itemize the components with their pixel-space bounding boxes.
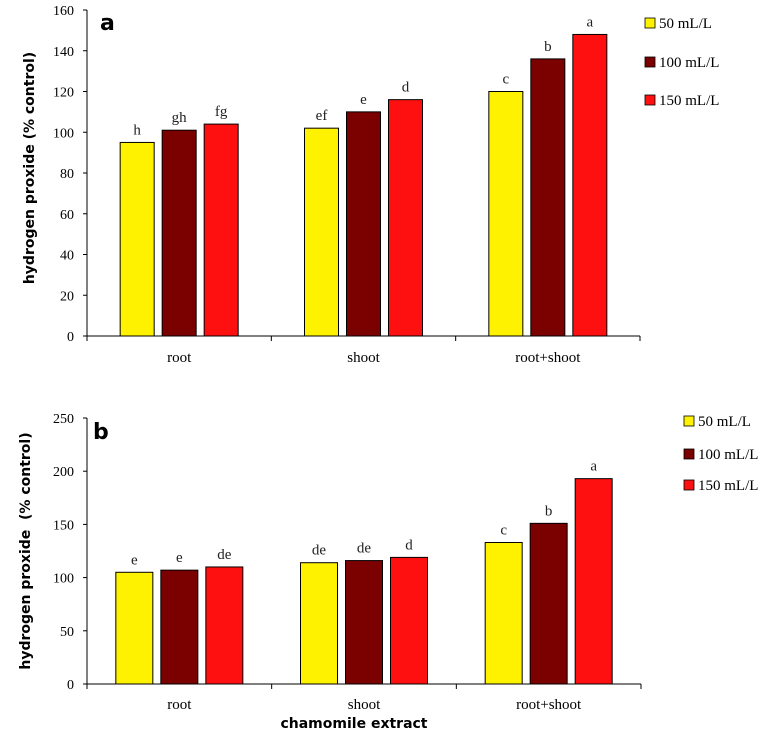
bar <box>346 111 381 337</box>
y-tick-label: 100 <box>53 572 74 587</box>
legend-swatch <box>683 479 695 491</box>
category-label: root <box>167 697 192 713</box>
y-axis-label: hydrogen proxide (% control) <box>18 432 34 669</box>
significance-letter: d <box>405 537 413 553</box>
legend-swatch <box>644 56 656 68</box>
bar <box>530 58 566 337</box>
bar <box>119 141 155 337</box>
y-tick-label: 20 <box>60 289 74 304</box>
x-axis-label: chamomile extract <box>280 716 427 732</box>
panel-b: b 0 50 100 150 200 250 root e e de shoot de de d root+… <box>18 412 758 732</box>
significance-letter: b <box>544 39 552 55</box>
bar <box>488 91 524 337</box>
bar <box>304 127 339 337</box>
y-tick-label: 200 <box>53 465 74 480</box>
y-axis-label: hydrogen proxide (% control) <box>22 52 38 284</box>
bar <box>205 566 244 685</box>
significance-letter: c <box>502 72 509 88</box>
significance-letter: a <box>590 459 597 475</box>
bar <box>574 478 613 685</box>
bar <box>484 541 523 685</box>
y-tick-label: 80 <box>60 167 74 182</box>
legend-swatch <box>644 94 656 106</box>
bar <box>390 556 428 685</box>
significance-letter: e <box>360 92 367 108</box>
legend-label: 100 mL/L <box>659 55 719 71</box>
y-tick-label: 0 <box>67 330 74 345</box>
y-tick-label: 120 <box>53 86 74 101</box>
significance-letter: b <box>545 503 553 519</box>
category-label: root+shoot <box>515 350 581 366</box>
legend-swatch <box>683 448 695 460</box>
category-label: root <box>167 350 192 366</box>
significance-letter: e <box>131 552 138 568</box>
y-tick-label: 0 <box>67 678 74 693</box>
y-tick-label: 40 <box>60 249 74 264</box>
legend-label: 50 mL/L <box>698 414 751 430</box>
bar <box>529 522 568 685</box>
legend-swatch <box>644 17 656 29</box>
significance-letter: e <box>176 550 183 566</box>
y-tick-label: 250 <box>53 412 74 427</box>
significance-letter: ef <box>316 108 328 124</box>
significance-letter: h <box>133 122 141 138</box>
significance-letter: de <box>357 541 372 557</box>
y-tick-label: 150 <box>53 518 74 533</box>
legend-label: 150 mL/L <box>659 93 719 109</box>
bar <box>203 123 239 337</box>
y-tick-label: 160 <box>53 4 74 19</box>
category-label: shoot <box>347 350 380 366</box>
legend-label: 150 mL/L <box>698 478 758 494</box>
y-tick-label: 60 <box>60 208 74 223</box>
panel-letter: b <box>93 420 109 445</box>
significance-letter: gh <box>172 110 188 126</box>
bar <box>572 33 608 337</box>
significance-letter: fg <box>215 104 228 120</box>
significance-letter: de <box>312 543 327 559</box>
significance-letter: a <box>586 14 593 30</box>
y-tick-label: 140 <box>53 45 74 60</box>
legend-label: 50 mL/L <box>659 16 712 32</box>
significance-letter: de <box>217 547 232 563</box>
legend-swatch <box>683 415 695 427</box>
category-label: shoot <box>348 697 381 713</box>
y-tick-label: 50 <box>60 625 74 640</box>
category-label: root+shoot <box>516 697 582 713</box>
bar <box>161 129 197 337</box>
significance-letter: c <box>500 522 507 538</box>
bar <box>160 569 199 685</box>
y-tick-label: 100 <box>53 126 74 141</box>
bar <box>115 571 154 685</box>
bar <box>345 560 383 685</box>
bar <box>388 99 423 337</box>
panel-a: a 0 20 40 60 80 100 120 140 160 root h gh fg shoot ef e… <box>22 4 719 366</box>
panel-letter: a <box>100 11 115 36</box>
bar <box>300 562 338 685</box>
significance-letter: d <box>402 80 410 96</box>
legend-label: 100 mL/L <box>698 447 758 463</box>
